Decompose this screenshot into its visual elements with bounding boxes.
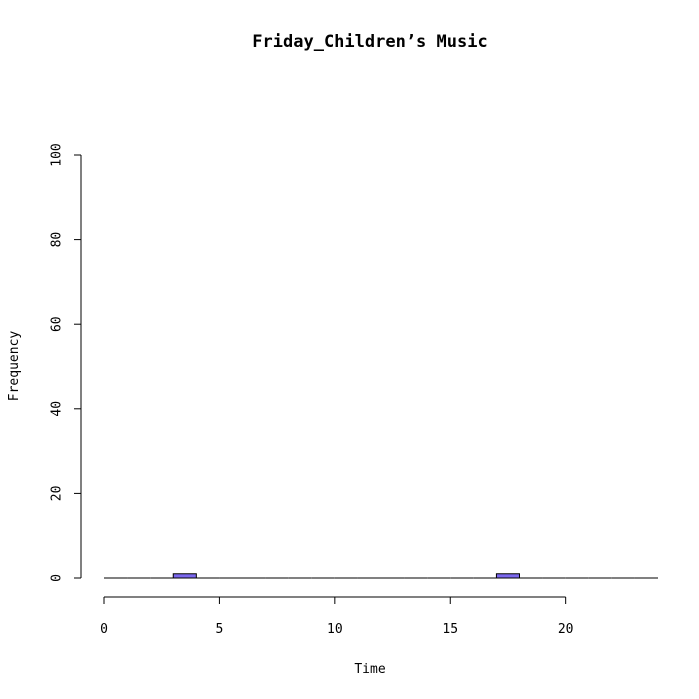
chart-title: Friday_Children’s Music [252,32,487,52]
histogram-bar [172,573,197,579]
y-tick-label: 100 [50,143,65,166]
x-tick-label: 0 [100,622,108,637]
x-tick-label: 10 [327,622,343,637]
y-tick-label: 0 [50,574,65,582]
histogram-bars [104,573,658,579]
x-tick-label: 15 [442,622,458,637]
y-tick-label: 60 [50,316,65,332]
y-tick-label: 20 [50,486,65,502]
y-tick-label: 40 [50,401,65,417]
x-axis: 0 5 10 15 20 [100,596,574,637]
histogram-bar [495,573,520,579]
x-tick-label: 20 [558,622,574,637]
x-tick-label: 5 [216,622,224,637]
y-axis: 0 20 40 60 80 100 [50,143,82,582]
x-axis-label: Time [354,662,385,677]
y-tick-label: 80 [50,232,65,248]
y-axis-label: Frequency [7,331,22,402]
